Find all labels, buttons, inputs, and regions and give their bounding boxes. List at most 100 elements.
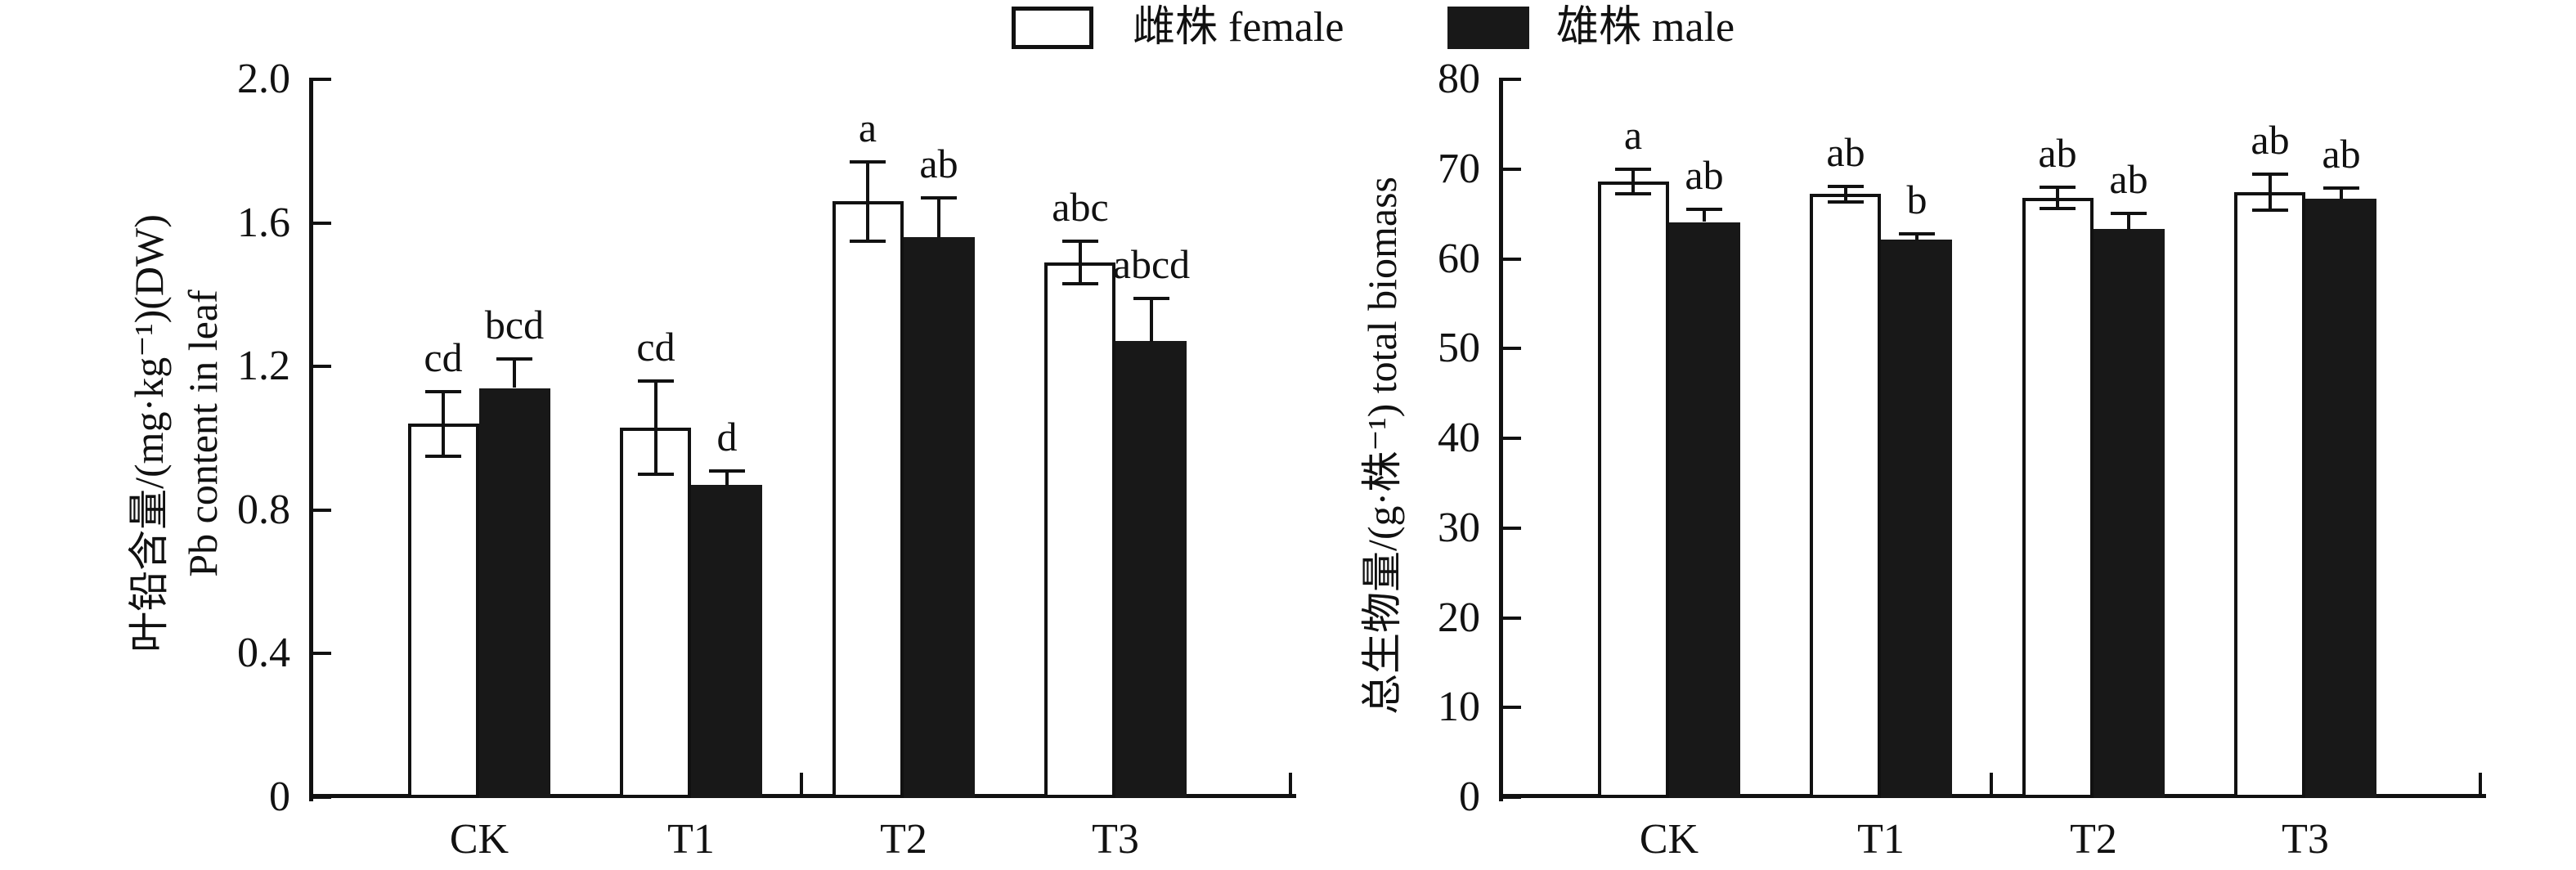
y-tick-label-right-4: 40 (1438, 415, 1480, 461)
bar-female-right-CK (1598, 182, 1669, 798)
sig-letter-male-right-T1: b (1906, 177, 1928, 222)
bar-male-left-T3 (1115, 341, 1187, 798)
error-bar-cap-top-female-left-T1 (638, 379, 674, 383)
sig-letter-male-left-T2: ab (919, 141, 958, 186)
y-axis-tick-left-0 (313, 78, 331, 81)
error-bar-cap-top-male-left-T1 (709, 469, 745, 473)
y-axis-tick-right-2 (1503, 258, 1521, 261)
sig-letter-male-right-T2: ab (2109, 156, 2148, 202)
error-bar-stem-female-right-T2 (2056, 187, 2059, 209)
category-label-left-T3: T3 (1092, 816, 1139, 863)
sig-letter-female-left-CK: cd (424, 334, 463, 380)
y-tick-label-right-5: 30 (1438, 505, 1480, 551)
sig-letter-male-left-T3: abcd (1112, 241, 1191, 287)
error-bar-stem-male-right-T2 (2127, 213, 2130, 230)
category-label-left-CK: CK (449, 816, 509, 863)
sig-letter-male-left-T1: d (716, 414, 738, 460)
x-axis-tick-right-1 (2479, 773, 2482, 795)
category-label-left-T1: T1 (667, 816, 715, 863)
bar-male-right-T2 (2094, 229, 2165, 798)
error-bar-stem-male-left-T3 (1150, 298, 1153, 342)
x-axis-line-left (309, 794, 1296, 798)
sig-letter-female-left-T3: abc (1052, 184, 1109, 230)
legend-male-swatch (1447, 7, 1529, 49)
category-label-left-T2: T2 (880, 816, 927, 863)
error-bar-cap-bottom-female-right-T3 (2252, 209, 2288, 212)
y-axis-tick-left-4 (313, 652, 331, 655)
y-axis-tick-left-5 (313, 796, 331, 799)
bar-female-left-T3 (1044, 262, 1115, 798)
sig-letter-female-right-T3: ab (2251, 117, 2290, 163)
error-bar-cap-bottom-female-left-T1 (638, 473, 674, 476)
y-axis-tick-right-1 (1503, 168, 1521, 171)
bar-female-right-T3 (2234, 192, 2305, 798)
category-label-right-T2: T2 (2070, 816, 2117, 863)
error-bar-cap-top-female-left-T2 (850, 160, 886, 164)
error-bar-cap-top-female-right-T3 (2252, 173, 2288, 176)
error-bar-stem-female-right-T1 (1844, 186, 1847, 203)
error-bar-cap-top-male-right-T1 (1899, 232, 1935, 235)
sig-letter-female-right-T1: ab (1826, 129, 1865, 175)
error-bar-stem-female-left-T1 (654, 381, 657, 474)
legend-female-label: 雌株 female (1133, 4, 1344, 51)
bar-male-right-CK (1669, 222, 1740, 798)
y-axis-line-right (1499, 78, 1503, 801)
bar-female-left-CK (408, 424, 479, 798)
y-axis-tick-right-7 (1503, 706, 1521, 709)
y-tick-label-left-3: 0.8 (237, 487, 290, 533)
sig-letter-female-right-CK: a (1623, 112, 1643, 158)
error-bar-cap-bottom-female-right-T1 (1828, 200, 1864, 204)
error-bar-cap-bottom-female-left-T2 (850, 240, 886, 243)
error-bar-cap-top-male-right-T2 (2111, 212, 2147, 215)
error-bar-stem-female-left-T3 (1079, 241, 1082, 285)
error-bar-cap-bottom-female-right-T2 (2040, 207, 2076, 210)
error-bar-stem-male-left-T2 (937, 198, 940, 237)
y-tick-label-left-0: 2.0 (237, 56, 290, 102)
y-tick-label-right-7: 10 (1438, 684, 1480, 730)
sig-letter-male-left-CK: bcd (484, 302, 545, 348)
y-tick-label-right-2: 60 (1438, 235, 1480, 282)
y-axis-tick-left-3 (313, 509, 331, 512)
y-axis-tick-right-3 (1503, 347, 1521, 350)
error-bar-stem-male-right-T3 (2340, 188, 2343, 199)
x-axis-tick-left-1 (1289, 773, 1292, 795)
x-axis-tick-right-0 (1990, 773, 1993, 795)
y-axis-line-left (309, 78, 313, 801)
bar-female-right-T2 (2022, 198, 2094, 798)
bar-male-right-T3 (2305, 199, 2376, 798)
y-axis-tick-right-8 (1503, 796, 1521, 799)
error-bar-cap-top-male-left-T2 (921, 196, 957, 200)
bar-male-left-T1 (691, 485, 762, 798)
y-tick-label-left-4: 0.4 (237, 630, 290, 676)
bar-male-left-T2 (904, 237, 975, 798)
bar-male-left-CK (479, 388, 550, 798)
sig-letter-female-left-T1: cd (636, 324, 675, 370)
error-bar-cap-top-male-right-CK (1686, 208, 1722, 211)
x-axis-line-right (1499, 794, 2486, 798)
y-tick-label-right-3: 50 (1438, 325, 1480, 371)
error-bar-stem-male-left-CK (513, 359, 516, 388)
y-tick-label-right-6: 20 (1438, 594, 1480, 641)
error-bar-cap-top-female-right-CK (1615, 168, 1651, 171)
bar-female-left-T1 (620, 428, 691, 798)
error-bar-stem-female-right-T3 (2269, 174, 2272, 210)
error-bar-cap-bottom-female-left-CK (425, 455, 461, 458)
legend-male-label: 雄株 male (1556, 4, 1735, 51)
y-axis-tick-left-1 (313, 222, 331, 225)
y-axis-tick-right-4 (1503, 437, 1521, 440)
error-bar-cap-top-male-left-CK (496, 357, 532, 361)
x-axis-tick-left-0 (800, 773, 803, 795)
y-axis-tick-right-5 (1503, 527, 1521, 530)
y-tick-label-left-5: 0 (269, 774, 290, 820)
y-axis-tick-right-0 (1503, 78, 1521, 81)
y-tick-label-left-2: 1.2 (237, 343, 290, 389)
error-bar-stem-female-right-CK (1631, 169, 1635, 195)
error-bar-cap-top-male-right-T3 (2323, 186, 2359, 190)
y-axis-tick-right-6 (1503, 617, 1521, 620)
error-bar-stem-female-left-T2 (866, 162, 869, 241)
category-label-right-T3: T3 (2282, 816, 2329, 863)
category-label-right-CK: CK (1639, 816, 1699, 863)
sig-letter-female-left-T2: a (858, 105, 877, 150)
category-label-right-T1: T1 (1857, 816, 1905, 863)
